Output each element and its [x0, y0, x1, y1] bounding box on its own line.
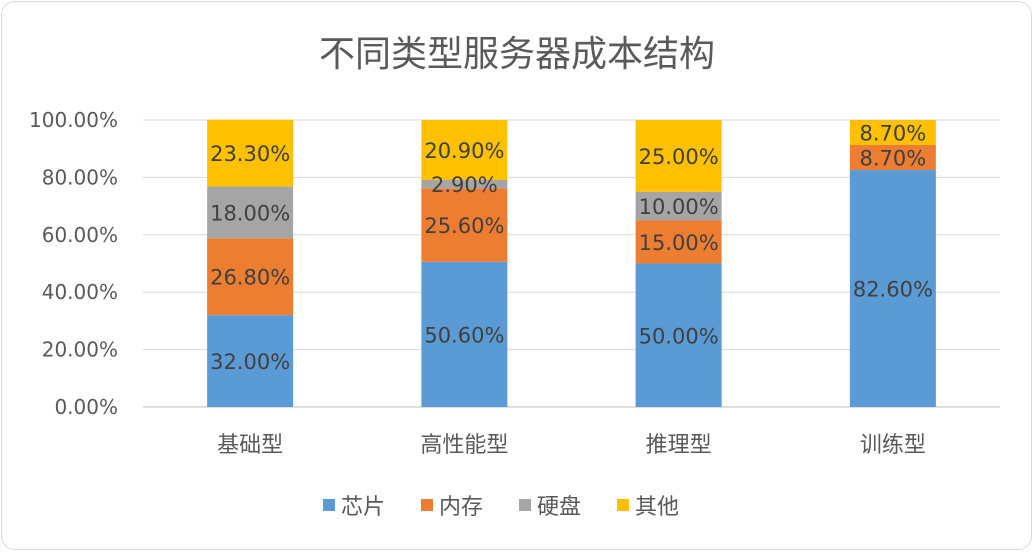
x-category-label: 高性能型	[420, 433, 508, 458]
x-category-label: 推理型	[646, 433, 712, 458]
x-category-label: 基础型	[217, 433, 283, 458]
legend-item: 内存	[421, 495, 483, 520]
bar-segment	[635, 191, 722, 221]
y-tick-label: 0.00%	[54, 395, 118, 419]
y-axis-ticks: 0.00% 20.00% 40.00% 60.00% 80.00% 100.00%	[29, 108, 118, 419]
bar-segment	[849, 144, 936, 170]
bar-segment	[421, 188, 508, 262]
data-label: 25.00%	[639, 145, 719, 169]
bar-segment	[635, 263, 722, 407]
bar-segment	[635, 120, 722, 192]
data-label: 50.00%	[639, 324, 719, 348]
data-label: 32.00%	[210, 350, 290, 374]
data-labels: 32.00% 26.80% 18.00% 23.30% 50.60% 25.60% 2.90…	[210, 121, 933, 374]
y-tick-label: 80.00%	[42, 165, 118, 189]
data-label: 2.90%	[431, 173, 498, 197]
y-tick-label: 20.00%	[42, 338, 118, 362]
legend-item: 芯片	[323, 495, 385, 520]
data-label: 8.70%	[860, 121, 927, 145]
bar-segment	[421, 179, 508, 189]
bars	[207, 119, 936, 407]
legend-label: 芯片	[341, 495, 385, 520]
bar-segment	[207, 315, 294, 407]
legend-label: 内存	[439, 495, 483, 520]
data-label: 15.00%	[639, 231, 719, 255]
data-label: 18.00%	[210, 201, 290, 225]
y-tick-label: 60.00%	[42, 223, 118, 247]
data-label: 26.80%	[210, 266, 290, 290]
chart-title: 不同类型服务器成本结构	[319, 34, 715, 75]
data-label: 82.60%	[853, 277, 933, 301]
bar-segment	[635, 220, 722, 264]
y-tick-label: 100.00%	[29, 108, 118, 132]
x-category-label: 训练型	[860, 433, 926, 458]
legend-swatch	[421, 499, 433, 511]
legend-swatch	[323, 499, 335, 511]
data-label: 50.60%	[424, 323, 504, 347]
data-label: 8.70%	[860, 146, 927, 170]
legend-item: 硬盘	[519, 495, 581, 520]
legend-swatch	[617, 499, 629, 511]
bar-segment	[207, 186, 294, 239]
bar-segment	[849, 120, 936, 145]
bar-segment	[207, 238, 294, 316]
data-label: 25.60%	[424, 214, 504, 238]
bar-segment	[421, 120, 508, 180]
y-tick-label: 40.00%	[42, 280, 118, 304]
data-label: 20.90%	[424, 139, 504, 163]
legend-swatch	[519, 499, 531, 511]
legend-label: 硬盘	[537, 495, 581, 520]
bar-segment	[849, 169, 936, 407]
legend-label: 其他	[635, 495, 679, 520]
legend-item: 其他	[617, 495, 679, 520]
bar-segment	[421, 261, 508, 407]
data-label: 23.30%	[210, 142, 290, 166]
bar-segment	[207, 119, 294, 187]
legend: 芯片 内存 硬盘 其他	[323, 495, 679, 520]
x-axis-categories: 基础型 高性能型 推理型 训练型	[217, 433, 926, 458]
data-label: 10.00%	[639, 195, 719, 219]
